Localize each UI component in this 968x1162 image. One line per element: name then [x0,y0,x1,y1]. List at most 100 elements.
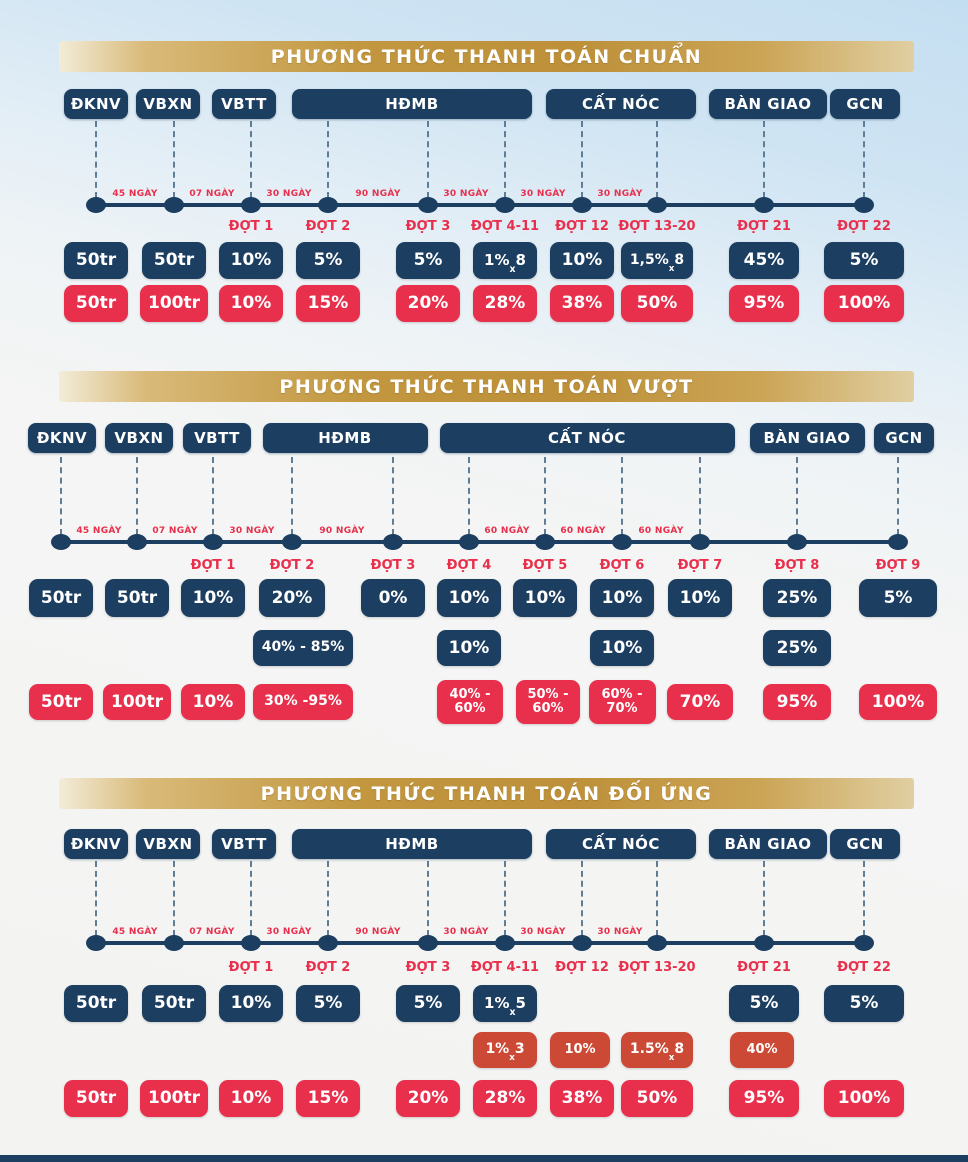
day-label: 45 NGÀY [112,927,158,937]
milestone-label: HĐMB [385,95,439,113]
timeline-dot [495,197,515,213]
day-label: 30 NGÀY [520,927,566,937]
dashed-connector [699,457,701,535]
value-box: 5% [824,242,904,279]
dashed-connector [581,121,583,198]
timeline-dot [495,935,515,951]
stage-label: ĐỢT 22 [837,219,891,234]
milestone-label: VBXN [143,835,193,853]
timeline-dot [535,534,555,550]
stage-label: ĐỢT 3 [405,960,451,975]
section-title: PHƯƠNG THỨC THANH TOÁN CHUẨN [270,45,703,68]
stage-label: ĐỢT 2 [305,219,351,234]
timeline-dot [690,534,710,550]
milestone-label: HĐMB [318,429,372,447]
milestone-label: HĐMB [385,835,439,853]
value-box: 10% [219,985,283,1022]
timeline-dot [754,935,774,951]
timeline-dot [86,935,106,951]
milestone-box: HĐMB [292,89,532,119]
day-label: 07 NGÀY [189,189,235,199]
stage-label: ĐỢT 1 [228,219,274,234]
day-label: 60 NGÀY [560,526,606,536]
value-box: 10% [550,242,614,279]
dashed-connector [427,121,429,198]
value-box: 50tr [29,684,93,720]
value-box: 1% x 3 [473,1032,537,1068]
milestone-box: HĐMB [292,829,532,859]
value-box: 25% [763,630,831,666]
milestone-label: GCN [885,429,923,447]
dashed-connector [763,861,765,936]
milestone-box: VBTT [212,89,276,119]
day-label: 07 NGÀY [189,927,235,937]
milestone-box: GCN [874,423,934,453]
timeline-dot [241,935,261,951]
value-box: 50tr [142,242,206,279]
value-box: 10% [513,579,577,617]
dashed-connector [250,861,252,936]
milestone-label: GCN [846,95,884,113]
value-box: 15% [296,285,360,322]
milestone-box: BÀN GIAO [749,423,865,453]
timeline-dot [612,534,632,550]
timeline-line [96,941,864,945]
timeline-dot [203,534,223,550]
value-box: 10% [219,242,283,279]
milestone-label: VBXN [143,95,193,113]
milestone-box: ĐKNV [28,423,96,453]
timeline-dot [888,534,908,550]
dashed-connector [173,121,175,198]
dashed-connector [863,121,865,198]
value-box: 38% [550,285,614,322]
milestone-label: VBTT [194,429,240,447]
value-box: 95% [763,684,831,720]
value-box: 38% [550,1080,614,1117]
milestone-label: ĐKNV [70,95,122,113]
stage-label: ĐỢT 12 [555,219,609,234]
milestone-box: GCN [830,89,900,119]
timeline-dot [164,935,184,951]
value-box: 100tr [140,285,208,322]
value-box: 100% [824,1080,904,1117]
timeline-dot [282,534,302,550]
stage-label: ĐỢT 13-20 [618,960,696,975]
dashed-connector [95,861,97,936]
value-box: 10% [219,1080,283,1117]
value-box: 50% [621,285,693,322]
value-box: 10% [437,579,501,617]
milestone-label: CẤT NÓC [548,429,626,447]
dashed-connector [763,121,765,198]
dashed-connector [427,861,429,936]
multiplier-x: x [668,264,675,275]
milestone-box: VBXN [105,423,173,453]
section-title: PHƯƠNG THỨC THANH TOÁN VƯỢT [279,375,694,398]
milestone-label: CẤT NÓC [582,835,660,853]
timeline-dot [383,534,403,550]
value-box: 20% [396,1080,460,1117]
value-box: 40% -60% [437,680,503,724]
timeline-dot [127,534,147,550]
stage-label: ĐỢT 1 [190,558,236,573]
value-box: 10% [590,630,654,666]
dashed-connector [621,457,623,535]
value-box: 5% [396,242,460,279]
day-label: 60 NGÀY [484,526,530,536]
dashed-connector [468,457,470,535]
value-box: 100tr [140,1080,208,1117]
timeline-dot [241,197,261,213]
value-box: 10% [219,285,283,322]
milestone-box: VBTT [212,829,276,859]
value-box: 5% [396,985,460,1022]
milestone-box: VBTT [183,423,251,453]
stage-label: ĐỢT 13-20 [618,219,696,234]
day-label: 30 NGÀY [266,927,312,937]
dashed-connector [327,861,329,936]
timeline-line [61,540,898,544]
dashed-connector [392,457,394,535]
milestone-label: BÀN GIAO [724,835,812,853]
dashed-connector [796,457,798,535]
milestone-box: HĐMB [262,423,428,453]
day-label: 30 NGÀY [520,189,566,199]
value-box: 1% x 5 [473,985,537,1022]
